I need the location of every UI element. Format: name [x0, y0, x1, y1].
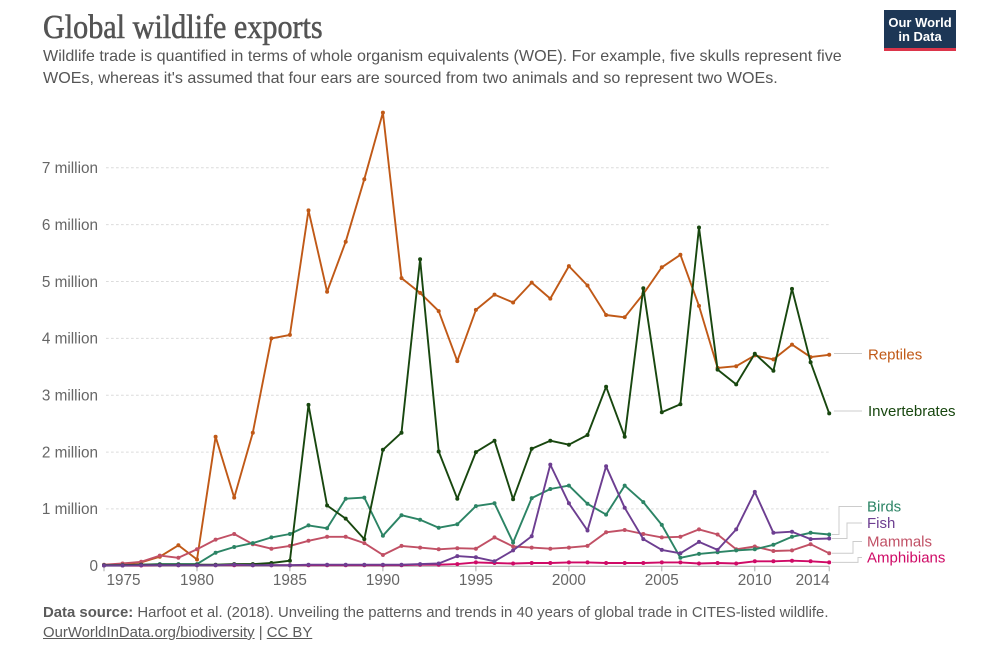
svg-text:2014: 2014	[796, 572, 831, 589]
svg-text:Mammals: Mammals	[867, 534, 932, 551]
svg-text:2000: 2000	[552, 572, 586, 589]
svg-text:Fish: Fish	[867, 515, 895, 532]
svg-text:2 million: 2 million	[42, 444, 98, 461]
svg-text:2005: 2005	[645, 572, 679, 589]
svg-text:1985: 1985	[273, 572, 307, 589]
svg-text:Amphibians: Amphibians	[867, 550, 945, 567]
svg-text:1 million: 1 million	[42, 501, 98, 518]
svg-text:5 million: 5 million	[42, 274, 98, 291]
svg-text:4 million: 4 million	[42, 331, 98, 348]
svg-text:1980: 1980	[180, 572, 214, 589]
svg-text:Invertebrates: Invertebrates	[868, 403, 956, 420]
svg-text:1990: 1990	[366, 572, 400, 589]
svg-text:1975: 1975	[107, 572, 141, 589]
svg-text:1995: 1995	[459, 572, 493, 589]
svg-text:6 million: 6 million	[42, 217, 98, 234]
svg-text:3 million: 3 million	[42, 388, 98, 405]
svg-text:0: 0	[89, 558, 98, 575]
svg-text:2010: 2010	[738, 572, 772, 589]
svg-text:Birds: Birds	[867, 499, 901, 516]
svg-text:7 million: 7 million	[42, 160, 98, 177]
svg-text:Reptiles: Reptiles	[868, 347, 922, 364]
